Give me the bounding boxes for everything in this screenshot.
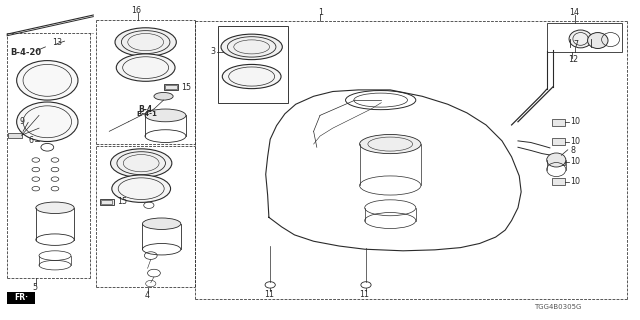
Text: 6: 6 (28, 136, 33, 145)
Text: 12: 12 (568, 55, 578, 64)
Text: FR·: FR· (15, 293, 29, 302)
Text: 14: 14 (569, 8, 579, 17)
Text: 5: 5 (33, 283, 38, 292)
Text: 4: 4 (145, 291, 149, 300)
Text: 13: 13 (52, 38, 62, 47)
Ellipse shape (569, 30, 592, 48)
Ellipse shape (17, 60, 78, 100)
Ellipse shape (143, 218, 180, 229)
Ellipse shape (116, 54, 175, 81)
Ellipse shape (221, 34, 282, 60)
Bar (164, 84, 178, 90)
Ellipse shape (154, 92, 173, 100)
Text: 11: 11 (264, 290, 274, 299)
Bar (552, 119, 564, 125)
Ellipse shape (145, 109, 186, 122)
Bar (101, 199, 113, 204)
Text: 16: 16 (132, 6, 141, 15)
Ellipse shape (17, 102, 78, 141)
Bar (7, 292, 35, 304)
Text: TGG4B0305G: TGG4B0305G (534, 304, 581, 310)
Ellipse shape (588, 33, 608, 49)
Ellipse shape (115, 28, 176, 56)
Bar (166, 85, 177, 89)
Text: 8: 8 (571, 146, 576, 155)
Text: 11: 11 (360, 290, 369, 299)
Ellipse shape (112, 175, 171, 202)
Text: 3: 3 (210, 47, 215, 56)
Text: 10: 10 (570, 177, 580, 186)
Bar (100, 199, 114, 204)
Bar (552, 158, 564, 165)
Text: 15: 15 (117, 197, 127, 206)
Ellipse shape (360, 134, 421, 154)
Text: B-4: B-4 (138, 105, 152, 114)
Bar (552, 138, 564, 145)
Ellipse shape (36, 202, 74, 213)
Text: 10: 10 (570, 157, 580, 166)
Text: 10: 10 (570, 117, 580, 126)
Text: 7: 7 (573, 40, 579, 49)
Bar (218, 26, 288, 103)
Bar (552, 179, 564, 186)
Text: 10: 10 (570, 137, 580, 146)
Text: B-4-1: B-4-1 (136, 111, 157, 117)
Ellipse shape (547, 153, 566, 167)
Bar (8, 132, 22, 138)
Text: B-4-20: B-4-20 (10, 48, 42, 57)
Text: 9: 9 (20, 117, 25, 126)
Text: 15: 15 (180, 83, 191, 92)
Ellipse shape (111, 149, 172, 178)
Ellipse shape (222, 64, 281, 89)
Bar (547, 23, 622, 52)
Text: 1: 1 (318, 8, 323, 17)
